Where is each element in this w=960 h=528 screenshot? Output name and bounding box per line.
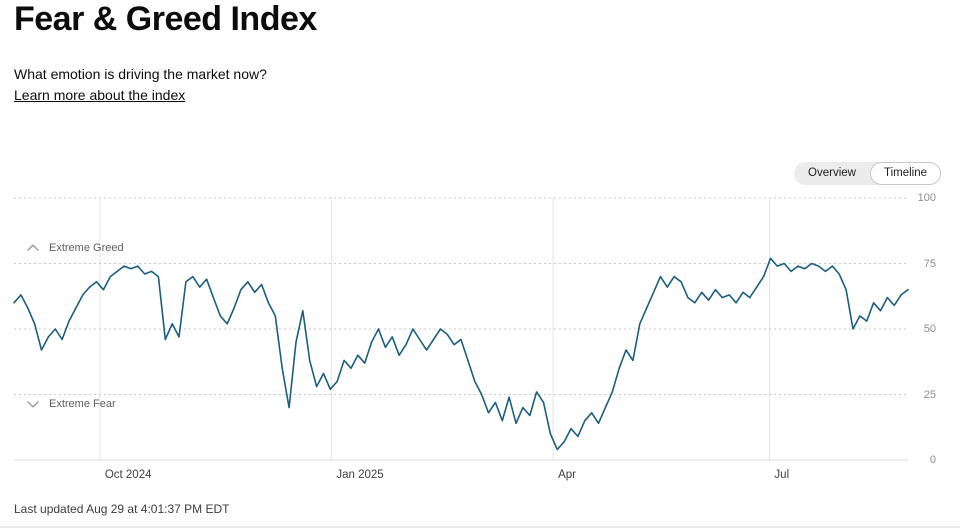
subtitle: What emotion is driving the market now? [14,66,267,82]
y-axis-tick: 50 [923,323,936,335]
extreme-greed-label: Extreme Greed [49,242,124,254]
chevron-up-icon [27,244,39,252]
y-axis-tick: 25 [923,388,936,401]
x-axis-tick: Apr [558,469,576,481]
view-toggle: Overview Timeline [794,162,941,185]
extreme-fear-zone-label: Extreme Fear [26,398,116,410]
chart-plot [13,197,909,461]
toggle-timeline[interactable]: Timeline [869,162,941,185]
y-axis-tick: 100 [917,192,936,204]
index-line [13,257,909,451]
page-title: Fear & Greed Index [14,0,317,38]
toggle-overview[interactable]: Overview [794,162,870,185]
x-axis-tick: Oct 2024 [104,469,152,481]
timeline-chart: Extreme Greed Extreme Fear Oct 2024 Jan 2… [13,192,946,498]
extreme-fear-label: Extreme Fear [49,398,116,410]
x-axis-tick: Jul [774,469,790,481]
y-axis-tick: 75 [923,257,936,270]
extreme-greed-zone-label: Extreme Greed [26,242,124,254]
chevron-down-icon [27,400,39,408]
last-updated: Last updated Aug 29 at 4:01:37 PM EDT [14,502,230,516]
learn-more-link[interactable]: Learn more about the index [14,87,186,103]
y-axis-tick: 0 [929,454,936,466]
x-axis-tick: Jan 2025 [336,469,384,481]
